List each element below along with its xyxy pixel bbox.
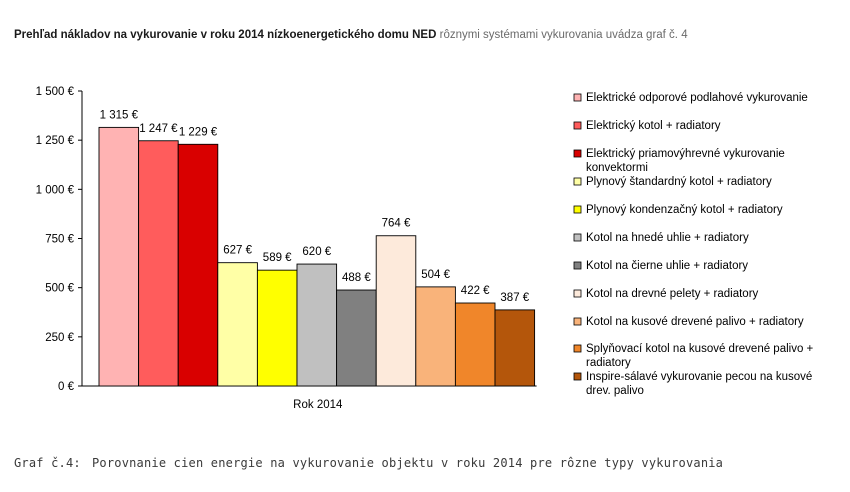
- y-tick-label: 1 250 €: [36, 135, 75, 147]
- legend-swatch: [573, 261, 582, 270]
- legend-label: Kotol na čierne uhlie + radiatory: [586, 260, 748, 272]
- caption-text: Porovnanie cien energie na vykurovanie o…: [92, 456, 724, 470]
- legend-label: Kotol na hnedé uhlie + radiatory: [586, 232, 749, 244]
- legend-swatch: [573, 233, 582, 242]
- y-tick-label: 1 500 €: [36, 86, 75, 98]
- page-heading: Prehľad nákladov na vykurovanie v roku 2…: [14, 29, 688, 41]
- legend-swatch: [573, 149, 582, 158]
- legend-swatch: [573, 121, 582, 130]
- data-label: 1 315 €: [100, 109, 139, 121]
- y-tick-label: 1 000 €: [36, 184, 75, 196]
- legend-swatch: [573, 344, 582, 353]
- bar: [415, 286, 456, 387]
- legend-label: Plynový štandardný kotol + radiatory: [586, 176, 772, 188]
- y-tick-label: 500 €: [45, 283, 74, 295]
- y-tick-label: 250 €: [45, 332, 74, 344]
- legend-label: Splyňovací kotol na kusové drevené paliv…: [586, 343, 814, 369]
- data-label: 1 229 €: [179, 126, 218, 138]
- data-label: 387 €: [500, 292, 529, 304]
- legend-swatch: [573, 317, 582, 326]
- bar: [336, 289, 377, 387]
- data-label: 488 €: [342, 272, 371, 284]
- legend-label: Kotol na drevné pelety + radiatory: [586, 288, 759, 300]
- data-label: 589 €: [263, 252, 292, 264]
- bar: [375, 235, 417, 387]
- data-label: 627 €: [223, 245, 252, 257]
- legend-label: Kotol na kusové drevené palivo + radiato…: [586, 316, 804, 328]
- bar: [217, 262, 258, 387]
- bar: [454, 302, 496, 387]
- figure-caption: Graf č.4: Porovnanie cien energie na vyku…: [14, 456, 723, 470]
- heading-rest: rôznymi systémami vykurovania uvádza gra…: [439, 29, 688, 41]
- bar: [138, 140, 179, 387]
- bar: [256, 269, 298, 387]
- heading-bold: Prehľad nákladov na vykurovanie v roku 2…: [14, 29, 437, 41]
- y-tick-label: 750 €: [45, 234, 74, 246]
- legend-swatch: [573, 289, 582, 298]
- legend-label: Elektrický kotol + radiatory: [586, 120, 721, 132]
- data-label: 422 €: [461, 285, 490, 297]
- legend-label: Elektrické odporové podlahové vykurovani…: [586, 92, 808, 104]
- bar: [494, 309, 536, 387]
- y-tick-label: 0 €: [58, 381, 75, 393]
- x-category-label: Rok 2014: [293, 399, 343, 411]
- legend-label: Elektrický priamovýhrevné vykurovanie kon…: [586, 148, 785, 174]
- legend-label: Inspire-sálavé vykurovanie pecou na kuso…: [586, 371, 812, 397]
- data-label: 764 €: [382, 218, 411, 230]
- legend-swatch: [573, 93, 582, 102]
- data-label: 1 247 €: [139, 123, 178, 135]
- legend-swatch: [573, 177, 582, 186]
- legend-swatch: [573, 372, 582, 381]
- data-label: 620 €: [302, 246, 331, 258]
- data-label: 504 €: [421, 269, 450, 281]
- bar-chart: 0 € 250 € 500 € 750 € 1 000 € 1 250 € 1 500 € 1…: [36, 86, 814, 411]
- bar: [296, 263, 338, 387]
- legend-label: Plynový kondenzačný kotol + radiatory: [586, 204, 783, 216]
- legend-swatch: [573, 205, 582, 214]
- bar: [98, 126, 140, 387]
- caption-number: Graf č.4:: [14, 456, 81, 470]
- bar: [177, 143, 219, 387]
